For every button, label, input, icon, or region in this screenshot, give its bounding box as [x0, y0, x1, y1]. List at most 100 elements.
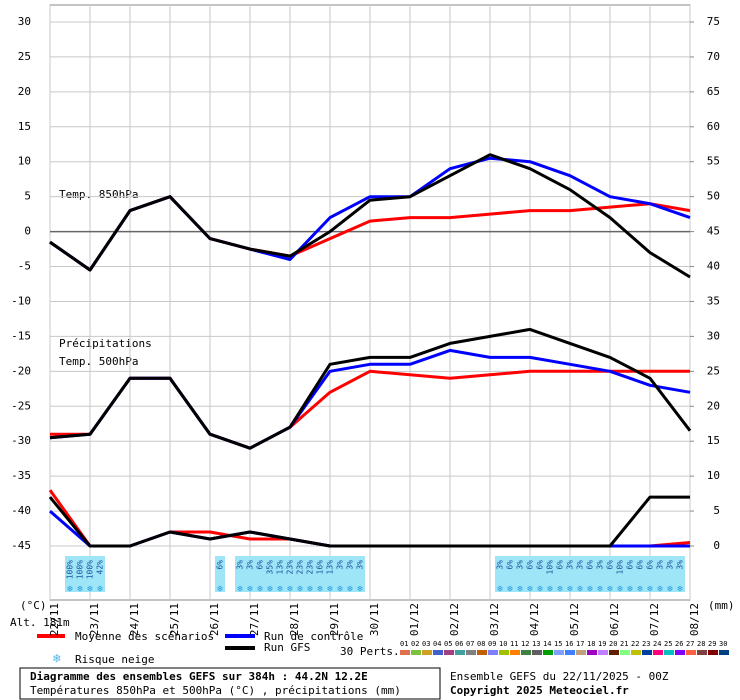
perturbation-name: 24 [653, 640, 661, 648]
perturbation-swatch [697, 650, 707, 655]
snow-label: 6% [216, 560, 225, 570]
snow-icon: ❄ [77, 585, 83, 595]
perturbation-name: 21 [620, 640, 628, 648]
snow-box [495, 556, 505, 592]
x-tick-label: 06/12 [608, 603, 621, 636]
snow-label: 6% [556, 560, 565, 570]
y2-tick-label: 45 [707, 225, 720, 238]
y2-tick-label: 30 [707, 329, 720, 342]
x-tick-label: 29/11 [328, 603, 341, 636]
annotation: Temp. 850hPa [59, 188, 138, 201]
snow-icon: ❄ [87, 585, 93, 595]
snow-icon: ❄ [247, 585, 253, 595]
snow-icon: ❄ [657, 585, 663, 595]
perturbation-swatch [510, 650, 520, 655]
perturbation-name: 06 [455, 640, 463, 648]
perturbation-name: 11 [510, 640, 518, 648]
snow-box [65, 556, 75, 592]
snow-icon: ❄ [97, 585, 103, 595]
perturbation-name: 20 [609, 640, 617, 648]
snow-icon: ❄ [67, 585, 73, 595]
snow-box [295, 556, 305, 592]
footer-box [19, 667, 441, 700]
perturbation-name: 13 [532, 640, 540, 648]
snow-label: 3% [656, 560, 665, 570]
snow-icon: ❄ [287, 585, 293, 595]
snow-icon: ❄ [297, 585, 303, 595]
snow-icon: ❄ [627, 585, 633, 595]
y-axis-label: (°C) [20, 599, 47, 612]
x-tick-label: 30/11 [368, 603, 381, 636]
y2-tick-label: 15 [707, 434, 720, 447]
perturbation-name: 29 [708, 640, 716, 648]
perturbation-swatch [499, 650, 509, 655]
y2-tick-label: 0 [713, 539, 720, 552]
perturbation-swatch [521, 650, 531, 655]
annotation: Précipitations [59, 337, 152, 350]
footer-copyright: Copyright 2025 Meteociel.fr [450, 684, 629, 697]
snow-box [555, 556, 565, 592]
perturbation-name: 15 [554, 640, 562, 648]
snow-label: 6% [256, 560, 265, 570]
perturbation-name: 04 [433, 640, 441, 648]
snow-box [355, 556, 365, 592]
snow-box [635, 556, 645, 592]
x-tick-label: 27/11 [248, 603, 261, 636]
y2-tick-label: 50 [707, 190, 720, 203]
series-line [49, 153, 691, 279]
snow-box [335, 556, 345, 592]
snow-label: 10% [546, 560, 555, 575]
snow-label: 6% [586, 560, 595, 570]
x-tick-label: 07/12 [648, 603, 661, 636]
snow-icon: ❄ [307, 585, 313, 595]
perturbation-swatch [598, 650, 608, 655]
snow-icon: ❄ [597, 585, 603, 595]
perturbation-name: 26 [675, 640, 683, 648]
perturbation-swatch [631, 650, 641, 655]
snow-box [255, 556, 265, 592]
perturbation-name: 09 [488, 640, 496, 648]
perturbation-swatch [642, 650, 652, 655]
snow-box [645, 556, 655, 592]
y-tick-label: 30 [18, 15, 31, 28]
snow-box [545, 556, 555, 592]
snow-label: 6% [536, 560, 545, 570]
perturbation-name: 25 [664, 640, 672, 648]
snow-box [515, 556, 525, 592]
snow-icon: ❄ [547, 585, 553, 595]
perturbation-name: 12 [521, 640, 529, 648]
perturbation-swatch [686, 650, 696, 655]
perturbation-name: 14 [543, 640, 551, 648]
snow-label: 3% [516, 560, 525, 570]
y2-tick-label: 5 [713, 504, 720, 517]
x-tick-label: 02/12 [448, 603, 461, 636]
y2-tick-label: 40 [707, 260, 720, 273]
perturbation-swatch [543, 650, 553, 655]
perturbation-swatch [411, 650, 421, 655]
y-tick-label: -40 [11, 504, 31, 517]
snow-icon: ❄ [677, 585, 683, 595]
snow-label: 6% [506, 560, 515, 570]
perturbation-name: 01 [400, 640, 408, 648]
legend-entry: Run GFS [264, 641, 310, 654]
snow-box [285, 556, 295, 592]
perturbation-name: 30 [719, 640, 727, 648]
altitude: Alt. 181m [10, 616, 70, 629]
snow-label: 100% [76, 560, 85, 579]
snow-icon: ❄ [527, 585, 533, 595]
perturbation-name: 27 [686, 640, 694, 648]
x-tick-label: 05/12 [568, 603, 581, 636]
perturbation-swatch [576, 650, 586, 655]
snow-label: 100% [86, 560, 95, 579]
snow-box [675, 556, 685, 592]
snow-icon: ❄ [587, 585, 593, 595]
perturbation-swatch [653, 650, 663, 655]
x-tick-label: 25/11 [168, 603, 181, 636]
y-tick-label: 25 [18, 50, 31, 63]
snow-label: 3% [576, 560, 585, 570]
snow-icon: ❄ [507, 585, 513, 595]
snow-icon: ❄ [537, 585, 543, 595]
x-tick-label: 28/11 [288, 603, 301, 636]
snow-icon: ❄ [357, 585, 363, 595]
